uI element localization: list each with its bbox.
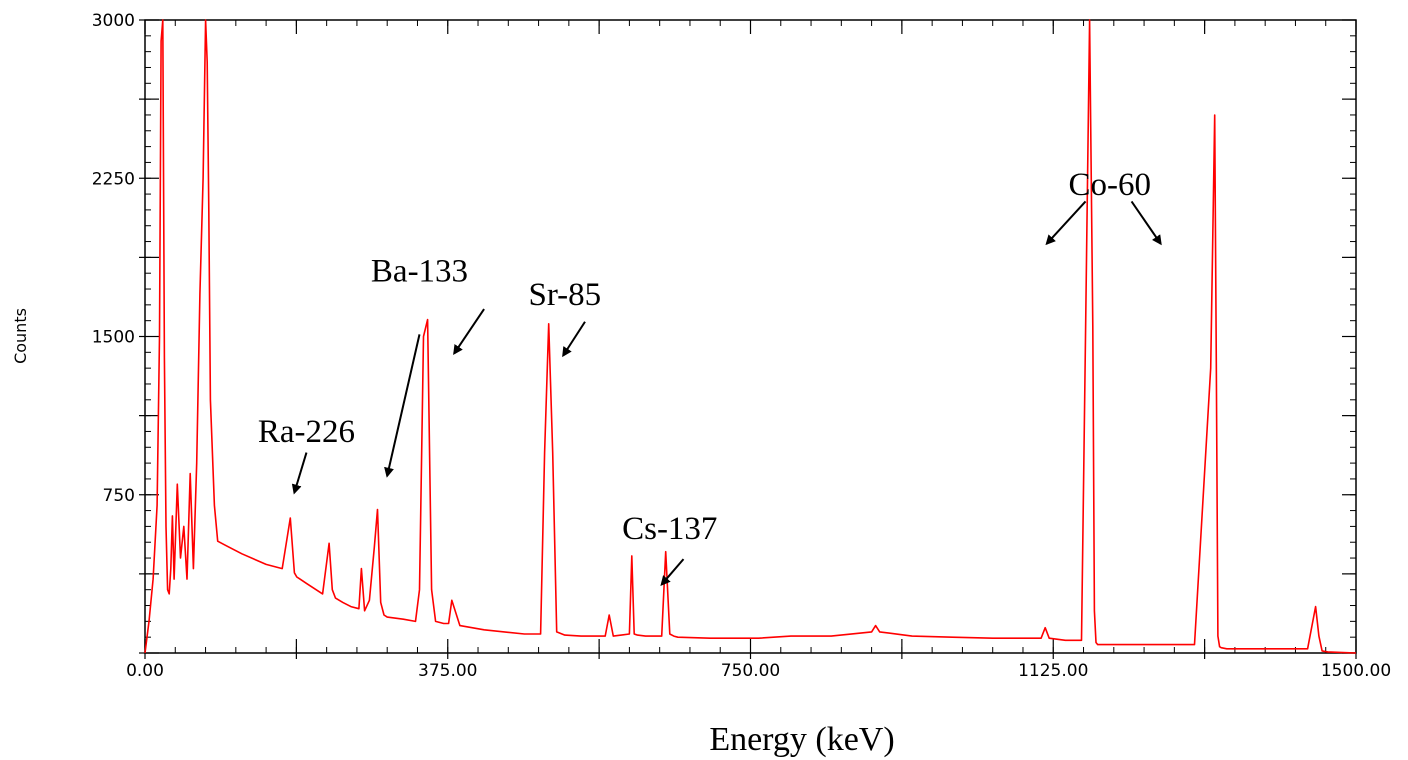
annotation-label: Cs-137 — [622, 511, 717, 547]
y-tick-label: 2250 — [92, 169, 135, 189]
series-layer — [144, 19, 1357, 654]
annotation-arrow — [453, 308, 485, 356]
spectrum-series-line — [144, 19, 1357, 654]
major-ticks — [139, 19, 1357, 659]
annotation-arrow — [562, 321, 586, 358]
x-tick-label: 750.00 — [721, 661, 780, 681]
y-axis-title: Counts — [11, 308, 30, 364]
annotation-arrow — [384, 334, 421, 478]
y-tick-label: 750 — [103, 486, 135, 506]
annotation-label: Ra-226 — [258, 414, 355, 450]
x-axis-title: Energy (keV) — [709, 721, 894, 758]
y-tick-label: 3000 — [92, 11, 135, 31]
x-tick-label: 0.00 — [126, 661, 164, 681]
x-tick-label: 375.00 — [418, 661, 477, 681]
annotation-arrow — [291, 452, 308, 495]
annotation-arrow — [660, 558, 685, 586]
x-tick-label: 1500.00 — [1321, 661, 1391, 681]
annotation-layer: Ra-226 Ba-133 Sr-85 Cs-137 Co-60 — [258, 167, 1162, 586]
annotation-label: Sr-85 — [528, 277, 601, 313]
annotation-arrow — [1045, 200, 1087, 246]
y-tick-labels: 750 1500 2250 3000 — [92, 11, 135, 506]
annotation-arrow — [1130, 200, 1162, 246]
y-tick-label: 1500 — [92, 328, 135, 348]
annotation-label: Co-60 — [1069, 167, 1152, 203]
x-tick-labels: 0.00 375.00 750.00 1125.00 1500.00 — [126, 661, 1391, 681]
x-tick-label: 1125.00 — [1018, 661, 1088, 681]
annotation-label: Ba-133 — [371, 254, 468, 290]
